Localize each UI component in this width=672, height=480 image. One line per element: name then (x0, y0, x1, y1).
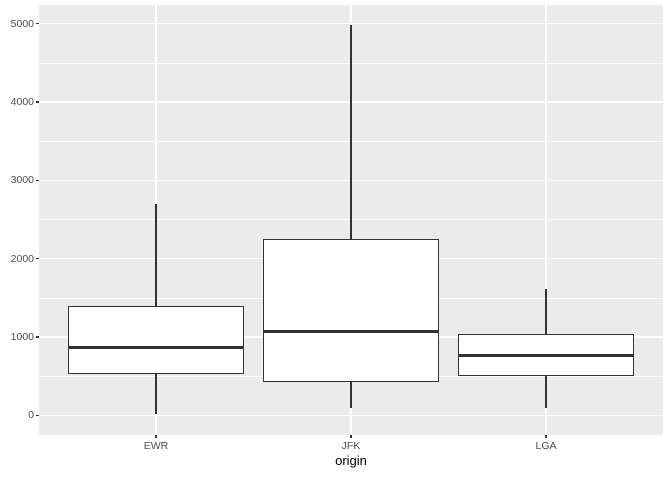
x-tick-mark (350, 435, 352, 438)
y-tick-mark (36, 23, 39, 25)
x-tick-mark (545, 435, 547, 438)
gridline-major-x (545, 5, 547, 435)
y-tick-label: 4000 (10, 96, 34, 109)
y-tick-label: 5000 (10, 17, 34, 30)
y-tick-mark (36, 414, 39, 417)
y-tick-label: 2000 (10, 252, 34, 265)
whisker-line (350, 25, 352, 409)
y-tick-mark (36, 336, 39, 338)
box-rect (68, 305, 244, 374)
y-tick-mark (36, 101, 39, 103)
y-tick-mark (36, 258, 39, 260)
box-rect (263, 239, 439, 382)
y-tick-label: 0 (28, 409, 34, 422)
x-tick-label: EWR (143, 440, 169, 452)
plot-panel (39, 5, 663, 435)
y-tick-label: 3000 (10, 174, 34, 187)
median-line (68, 345, 244, 349)
x-tick-label: LGA (535, 440, 557, 452)
y-tick-mark (36, 179, 39, 182)
median-line (458, 354, 634, 358)
median-line (263, 330, 439, 334)
x-tick-label: JFK (341, 440, 361, 452)
y-tick-label: 1000 (10, 331, 34, 344)
x-axis-title: origin (335, 453, 367, 468)
x-tick-mark (155, 435, 157, 438)
